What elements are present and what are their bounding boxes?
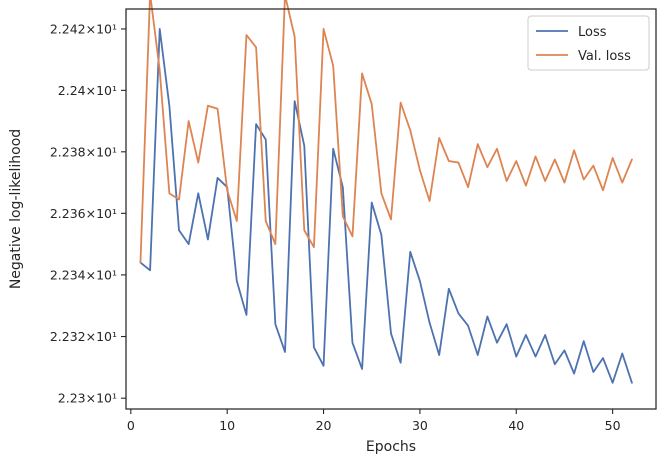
legend: Loss Val. loss (527, 15, 650, 71)
plot-frame (125, 8, 657, 410)
y-tick-label: 2.232×10¹ (50, 329, 117, 344)
y-tick-label: 2.236×10¹ (50, 206, 117, 221)
x-tick-label: 40 (508, 418, 524, 433)
y-axis: 2.23×10¹ 2.232×10¹ 2.234×10¹ 2.236×10¹ 2.238… (50, 21, 126, 406)
y-tick-label: 2.242×10¹ (50, 21, 117, 36)
legend-box (527, 15, 650, 71)
series-line-val-loss (139, 0, 633, 264)
legend-label-loss: Loss (578, 25, 607, 40)
legend-label-val-loss: Val. loss (578, 49, 631, 64)
y-tick-label: 2.234×10¹ (50, 267, 117, 282)
x-tick-label: 10 (219, 418, 235, 433)
x-tick-label: 50 (605, 418, 621, 433)
series-layer (139, 0, 633, 384)
y-tick-label: 2.24×10¹ (58, 83, 117, 98)
x-axis: 0 10 20 30 40 50 (127, 409, 621, 433)
x-tick-label: 20 (316, 418, 332, 433)
y-tick-label: 2.23×10¹ (58, 391, 117, 406)
y-tick-label: 2.238×10¹ (50, 144, 117, 159)
y-axis-label: Negative log-likelihood (8, 129, 24, 289)
x-tick-label: 30 (412, 418, 428, 433)
series-line-loss (139, 28, 633, 384)
x-tick-label: 0 (127, 418, 135, 433)
x-axis-label: Epochs (366, 439, 416, 455)
